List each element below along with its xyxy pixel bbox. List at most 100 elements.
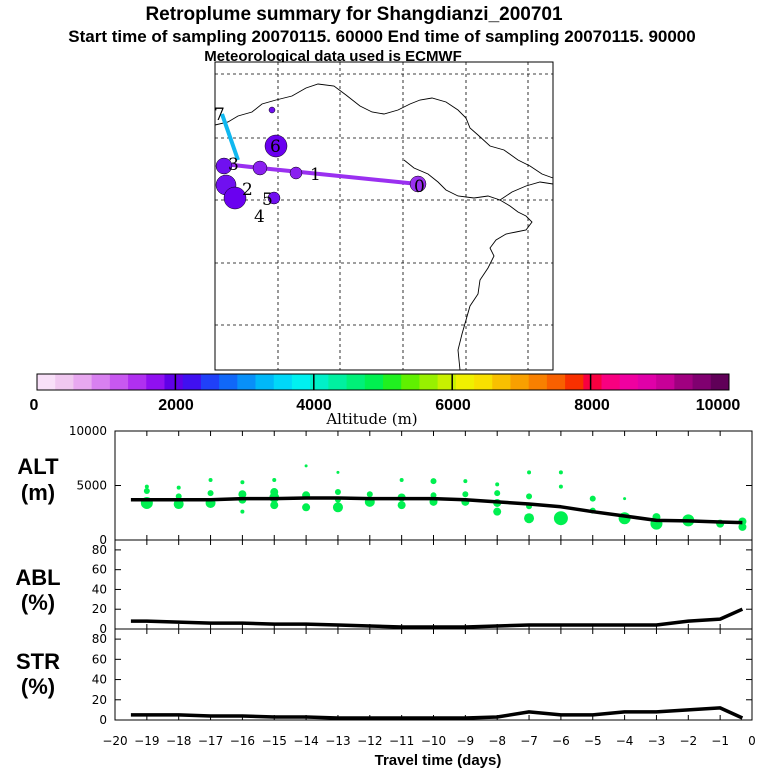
scatter-point <box>173 499 184 510</box>
colorbar-tick: 4000 <box>296 397 332 414</box>
colorbar-swatch <box>474 374 493 390</box>
scatter-point <box>558 470 563 475</box>
colorbar-title: Altitude (m) <box>325 410 417 428</box>
scatter-point <box>176 485 181 490</box>
trajectory-lines <box>220 113 419 186</box>
map-frame <box>214 61 554 371</box>
panel-ylabel: ABL <box>15 565 60 590</box>
x-tick-label: −9 <box>456 734 474 748</box>
scatter-point <box>270 488 279 497</box>
y-tick-label: 0 <box>99 622 107 636</box>
x-tick-label: −20 <box>102 734 127 748</box>
scatter-point <box>304 464 308 468</box>
cluster-blob <box>223 186 247 210</box>
scatter-point <box>336 470 340 474</box>
scatter-point <box>589 495 596 502</box>
panel-frame <box>114 628 753 721</box>
map-label: 5 <box>262 190 273 210</box>
x-tick-label: −17 <box>198 734 223 748</box>
scatter-point <box>495 482 500 487</box>
colorbar-swatch <box>528 374 548 390</box>
x-tick-label: −7 <box>520 734 538 748</box>
panel-ylabel: ALT <box>17 454 59 479</box>
colorbar-swatch <box>419 374 439 390</box>
y-tick-label: 80 <box>92 543 107 557</box>
panel-ylabel-unit: (m) <box>21 480 55 505</box>
x-tick-label: −2 <box>679 734 697 748</box>
colorbar-swatch <box>619 374 639 390</box>
colorbar-swatch <box>637 374 657 390</box>
x-tick-label: −13 <box>325 734 350 748</box>
colorbar-swatch <box>128 374 147 390</box>
colorbar-swatch <box>146 374 165 390</box>
colorbar-tick: 6000 <box>435 397 471 414</box>
colorbar-tick: 2000 <box>158 397 194 414</box>
y-tick-label: 20 <box>92 693 107 707</box>
scatter-point <box>493 507 502 516</box>
colorbar-tick: 0 <box>30 397 39 414</box>
colorbar-swatch <box>109 374 129 390</box>
colorbar-swatch <box>383 374 402 390</box>
colorbar-swatch <box>328 374 347 390</box>
scatter-point <box>553 511 568 526</box>
trajectory-segment-early <box>220 113 240 161</box>
scatter-point <box>334 489 341 496</box>
scatter-point <box>527 470 532 475</box>
map-label: 3 <box>228 155 239 175</box>
map-label: 6 <box>270 137 281 157</box>
colorbar-swatch <box>200 374 220 390</box>
x-tick-label: −4 <box>616 734 634 748</box>
scatter-point <box>302 503 311 512</box>
x-tick-label: −15 <box>262 734 287 748</box>
colorbar-swatch <box>437 374 457 390</box>
cluster-blob <box>268 106 276 114</box>
scatter-point <box>144 484 149 489</box>
y-tick-label: 60 <box>92 563 107 577</box>
colorbar-swatch <box>164 374 184 390</box>
colorbar-swatch <box>546 374 566 390</box>
scatter-point <box>494 490 501 497</box>
trajectory-segment-main <box>223 162 419 186</box>
x-tick-label: 0 <box>748 734 756 748</box>
scatter-point <box>240 509 245 514</box>
map-label: 1 <box>310 165 321 185</box>
colorbar-swatch <box>565 374 584 390</box>
y-tick-label: 5000 <box>76 479 107 493</box>
y-tick-label: 0 <box>99 713 107 727</box>
colorbar-swatch <box>656 374 675 390</box>
scatter-point <box>272 478 277 483</box>
colorbar-swatch <box>510 374 530 390</box>
scatter-point <box>238 490 247 499</box>
trajectory-clusters <box>215 106 427 210</box>
scatter-point <box>208 478 213 483</box>
colorbar-swatch <box>583 374 602 390</box>
panel-ylabel: STR <box>16 649 60 674</box>
scatter-point <box>175 493 182 500</box>
y-tick-label: 40 <box>92 582 107 596</box>
scatter-point <box>270 501 279 510</box>
y-tick-label: 40 <box>92 673 107 687</box>
y-tick-label: 20 <box>92 602 107 616</box>
colorbar-swatch <box>291 374 311 390</box>
colorbar-swatch <box>346 374 366 390</box>
colorbar-dividers <box>174 374 592 390</box>
colorbar-swatch <box>91 374 111 390</box>
time-series-panels: ALT(m)1000050000ABL(%)806040200STR(%)806… <box>15 424 755 768</box>
scatter-point <box>463 479 468 484</box>
colorbar-swatch <box>601 374 621 390</box>
colorbar-tick-labels: 0 2000 4000 6000 8000 10000 <box>30 397 741 414</box>
scatter-point <box>623 497 627 501</box>
trajectory-map: 0 1 2 3 4 5 6 7 <box>214 61 554 371</box>
panel-frame <box>114 539 753 630</box>
scatter-point <box>430 492 437 499</box>
colorbar-swatch <box>182 374 202 390</box>
x-tick-label: −3 <box>648 734 666 748</box>
x-tick-label: −16 <box>230 734 255 748</box>
met-data-note: Meteorological data used is ECMWF <box>204 48 462 65</box>
map-label: 7 <box>214 105 225 125</box>
scatter-point <box>430 478 437 485</box>
panel-abl: ABL(%) 80 60 40 20 0 <box>15 539 753 636</box>
colorbar-swatch <box>37 374 56 390</box>
